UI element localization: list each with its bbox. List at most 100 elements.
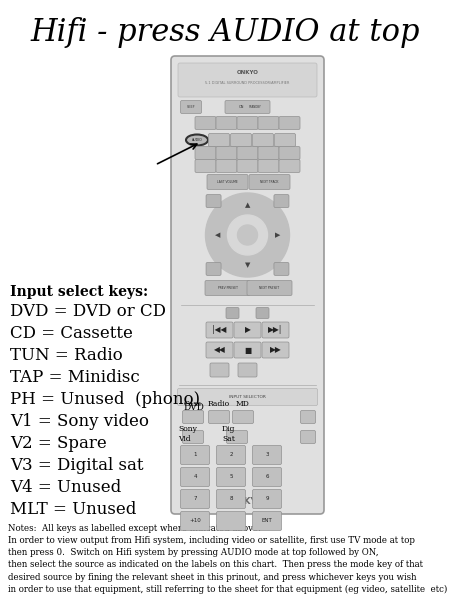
Text: ◀◀: ◀◀ (214, 346, 225, 355)
FancyBboxPatch shape (206, 194, 221, 208)
FancyBboxPatch shape (180, 490, 210, 509)
FancyBboxPatch shape (234, 322, 261, 338)
Circle shape (228, 215, 267, 255)
Text: ▶▶: ▶▶ (270, 346, 281, 355)
Text: +10: +10 (189, 518, 201, 523)
Circle shape (206, 193, 289, 277)
Text: 2: 2 (229, 452, 233, 457)
FancyBboxPatch shape (279, 160, 300, 173)
FancyBboxPatch shape (216, 511, 246, 530)
Text: NEXT TRACK: NEXT TRACK (260, 180, 279, 184)
Text: V2 = Spare: V2 = Spare (10, 435, 107, 452)
FancyBboxPatch shape (262, 342, 289, 358)
Text: LAST VOLUME: LAST VOLUME (217, 180, 238, 184)
FancyBboxPatch shape (208, 410, 230, 424)
FancyBboxPatch shape (258, 146, 279, 160)
Text: TUN = Radio: TUN = Radio (10, 347, 123, 364)
Text: ■: ■ (244, 346, 251, 355)
FancyBboxPatch shape (249, 175, 290, 190)
Text: TAP = Minidisc: TAP = Minidisc (10, 369, 140, 386)
Text: ▲: ▲ (245, 202, 250, 208)
Text: PREV PRESET: PREV PRESET (217, 286, 238, 290)
FancyBboxPatch shape (195, 116, 216, 130)
Text: AUDIO: AUDIO (192, 138, 202, 142)
FancyBboxPatch shape (233, 410, 253, 424)
FancyBboxPatch shape (206, 322, 233, 338)
FancyBboxPatch shape (274, 133, 296, 146)
FancyBboxPatch shape (216, 467, 246, 487)
Text: V4 = Unused: V4 = Unused (10, 479, 121, 496)
FancyBboxPatch shape (180, 511, 210, 530)
Text: |◀◀: |◀◀ (212, 325, 227, 335)
FancyBboxPatch shape (238, 363, 257, 377)
Text: ENT: ENT (261, 518, 272, 523)
FancyBboxPatch shape (183, 431, 203, 443)
Text: ▶▶|: ▶▶| (268, 325, 283, 335)
Text: CD = Cassette: CD = Cassette (10, 325, 133, 342)
FancyBboxPatch shape (226, 431, 248, 443)
Text: Notes:  All keys as labelled except where indicated above.
In order to view outp: Notes: All keys as labelled except where… (8, 524, 447, 594)
FancyBboxPatch shape (208, 133, 230, 146)
Ellipse shape (186, 134, 208, 145)
FancyBboxPatch shape (262, 322, 289, 338)
Text: 5: 5 (229, 475, 233, 479)
Text: V3 = Digital sat: V3 = Digital sat (10, 457, 144, 474)
Text: ON: ON (239, 105, 244, 109)
FancyBboxPatch shape (258, 116, 279, 130)
FancyBboxPatch shape (206, 262, 221, 275)
FancyBboxPatch shape (206, 342, 233, 358)
FancyBboxPatch shape (178, 63, 317, 97)
Text: DVD: DVD (183, 403, 204, 412)
FancyBboxPatch shape (195, 160, 216, 173)
FancyBboxPatch shape (247, 280, 292, 295)
FancyBboxPatch shape (205, 280, 250, 295)
Text: 9: 9 (265, 497, 269, 502)
Text: V1 = Sony video: V1 = Sony video (10, 413, 149, 430)
FancyBboxPatch shape (256, 307, 269, 319)
Text: MLT = Unused: MLT = Unused (10, 501, 136, 518)
FancyBboxPatch shape (237, 146, 258, 160)
Text: NEXT PRESET: NEXT PRESET (260, 286, 279, 290)
FancyBboxPatch shape (180, 445, 210, 464)
Text: 7: 7 (193, 497, 197, 502)
Text: Cass: Cass (184, 400, 202, 408)
Text: INPUT SELECTOR: INPUT SELECTOR (229, 395, 266, 399)
Text: DVD = DVD or CD: DVD = DVD or CD (10, 303, 166, 320)
FancyBboxPatch shape (216, 146, 237, 160)
FancyBboxPatch shape (274, 194, 289, 208)
Text: 1: 1 (193, 452, 197, 457)
FancyBboxPatch shape (171, 56, 324, 514)
Text: Sony
Vid: Sony Vid (178, 425, 197, 443)
FancyBboxPatch shape (237, 116, 258, 130)
Text: 8: 8 (229, 497, 233, 502)
Text: ▼: ▼ (245, 262, 250, 268)
FancyBboxPatch shape (226, 307, 239, 319)
Text: ◀: ◀ (215, 232, 220, 238)
FancyBboxPatch shape (216, 445, 246, 464)
FancyBboxPatch shape (252, 133, 274, 146)
FancyBboxPatch shape (180, 100, 202, 113)
FancyBboxPatch shape (301, 431, 315, 443)
FancyBboxPatch shape (216, 160, 237, 173)
FancyBboxPatch shape (234, 342, 261, 358)
Text: Input select keys:: Input select keys: (10, 285, 148, 299)
FancyBboxPatch shape (252, 511, 282, 530)
Text: ONKYO: ONKYO (237, 70, 258, 76)
FancyBboxPatch shape (237, 160, 258, 173)
Text: 3: 3 (265, 452, 269, 457)
Text: 5.1 DIGITAL SURROUND PROCESSOR/AMPLIFIER: 5.1 DIGITAL SURROUND PROCESSOR/AMPLIFIER (205, 81, 290, 85)
FancyBboxPatch shape (274, 262, 289, 275)
Text: STANDBY: STANDBY (249, 105, 262, 109)
FancyBboxPatch shape (258, 160, 279, 173)
FancyBboxPatch shape (177, 389, 318, 406)
FancyBboxPatch shape (216, 490, 246, 509)
Text: MD: MD (236, 400, 250, 408)
Text: ▶: ▶ (244, 325, 251, 335)
FancyBboxPatch shape (183, 410, 203, 424)
Circle shape (238, 225, 257, 245)
FancyBboxPatch shape (207, 175, 248, 190)
FancyBboxPatch shape (279, 146, 300, 160)
FancyBboxPatch shape (230, 133, 252, 146)
FancyBboxPatch shape (195, 146, 216, 160)
FancyBboxPatch shape (279, 116, 300, 130)
